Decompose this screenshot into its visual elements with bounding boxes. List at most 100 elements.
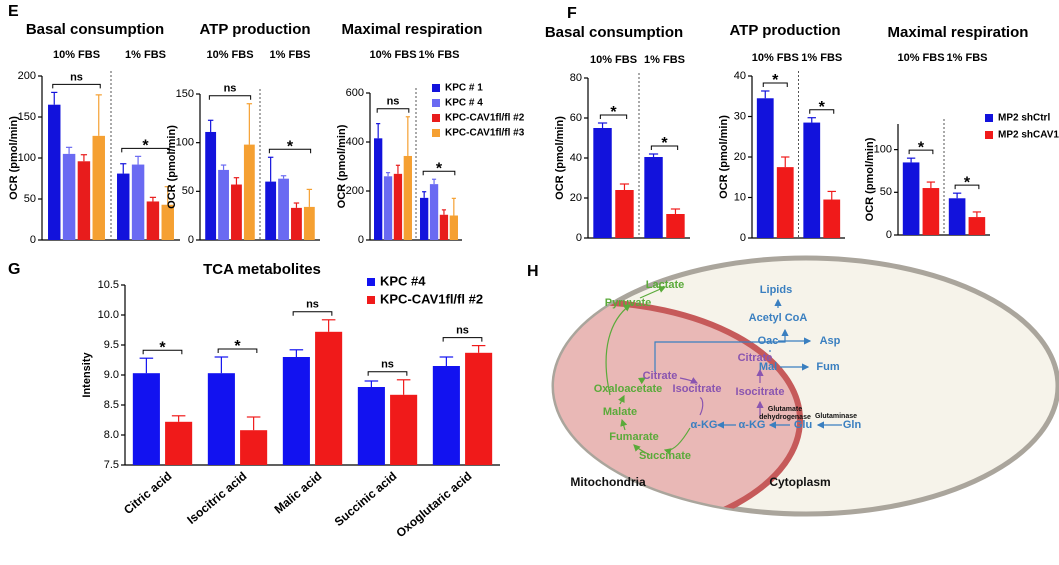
y-tick-label: 100 [176, 137, 194, 149]
category-label: 10% FBS [369, 49, 416, 61]
bar [218, 169, 229, 240]
y-tick-label: 7.5 [104, 459, 119, 471]
y-tick-label: 0 [886, 229, 892, 241]
significance-bracket [442, 337, 483, 342]
legend-swatch [432, 114, 440, 122]
significance-label: * [610, 104, 617, 121]
significance-label: * [819, 99, 826, 116]
legend-label: MP2 shCtrl [998, 113, 1050, 124]
significance-bracket [376, 108, 410, 113]
category-label: 1% FBS [644, 54, 685, 66]
node-label: Isocitrate [673, 383, 722, 395]
significance-label: * [436, 160, 443, 177]
y-tick-label: 10.5 [98, 279, 119, 291]
y-axis-label: OCR (pmol/min) [166, 125, 178, 209]
node-label: α-KG [691, 419, 718, 431]
significance-label: ns [387, 96, 400, 108]
y-tick-label: 200 [346, 185, 364, 197]
chart-title: Basal consumption [545, 24, 683, 41]
bar [92, 135, 105, 240]
chart-title: Basal consumption [26, 21, 164, 38]
legend-swatch [985, 131, 993, 139]
y-tick-label: 50 [182, 185, 194, 197]
y-tick-label: 60 [570, 112, 582, 124]
y-tick-label: 50 [880, 186, 892, 198]
arrow [620, 418, 628, 431]
significance-bracket [268, 148, 312, 154]
panel-label: H [527, 263, 539, 280]
significance-bracket [121, 147, 170, 153]
bar [146, 201, 160, 240]
legend-label: KPC # 1 [445, 83, 483, 94]
significance-label: ns [70, 71, 83, 83]
y-axis-label: OCR (pmol/min) [8, 116, 20, 200]
legend-swatch [985, 114, 993, 122]
y-axis-label: OCR (pmol/min) [864, 137, 876, 221]
bar [393, 173, 403, 240]
bar [265, 181, 277, 240]
node-label: Asp [820, 335, 841, 347]
bar [922, 188, 940, 235]
significance-bracket [908, 149, 934, 155]
category-label: 10% FBS [752, 52, 799, 64]
significance-label: * [964, 174, 971, 191]
bar [756, 98, 774, 239]
significance-bracket [292, 311, 333, 316]
legend-label: KPC-CAV1fl/fl #3 [445, 128, 525, 139]
node-label: Fum [816, 361, 839, 373]
y-tick-label: 40 [734, 70, 746, 82]
y-tick-label: 80 [570, 72, 582, 84]
category-label: Succinic acid [332, 469, 400, 529]
bar [207, 373, 235, 465]
category-label: 1% FBS [801, 52, 842, 64]
significance-label: * [287, 138, 294, 155]
bar [439, 214, 449, 240]
significance-bracket [762, 82, 788, 87]
y-tick-label: 10 [734, 191, 746, 203]
arrow [699, 397, 704, 416]
y-tick-label: 30 [734, 110, 746, 122]
node-label: Glu [794, 419, 812, 431]
legend-label: KPC #4 [380, 273, 426, 288]
bar [776, 167, 794, 238]
category-label: 10% FBS [897, 52, 944, 64]
bar [390, 394, 418, 465]
node-label: α-KG [739, 419, 766, 431]
chart-title: ATP production [729, 22, 840, 39]
legend-swatch [367, 278, 375, 286]
y-tick-label: 0 [30, 234, 36, 246]
bar [205, 131, 217, 240]
y-tick-label: 0 [358, 234, 364, 246]
y-tick-label: 40 [570, 152, 582, 164]
y-tick-label: 600 [346, 87, 364, 99]
y-tick-label: 10.0 [98, 309, 119, 321]
y-axis-label: OCR (pmol/min) [554, 116, 566, 200]
arrow [633, 444, 651, 456]
bar [429, 184, 439, 240]
bar [449, 215, 458, 240]
category-label: 1% FBS [419, 49, 460, 61]
category-label: 10% FBS [206, 49, 253, 61]
y-tick-label: 9.0 [104, 369, 119, 381]
bar [666, 214, 685, 238]
legend-label: MP2 shCAV1 [998, 130, 1059, 141]
legend-swatch [367, 296, 375, 304]
y-tick-label: 20 [734, 151, 746, 163]
y-tick-label: 400 [346, 136, 364, 148]
arrow [654, 328, 789, 372]
bar [161, 204, 174, 240]
significance-label: ns [306, 299, 319, 311]
arrow [679, 377, 699, 384]
category-label: Oxoglutaric acid [393, 469, 474, 540]
bar [62, 153, 76, 240]
category-label: Isocitric acid [184, 469, 249, 527]
node-label: Isocitrate [736, 386, 785, 398]
bar [823, 199, 841, 238]
legend-label: KPC-CAV1fl/fl #2 [380, 291, 483, 306]
bar [420, 197, 429, 240]
significance-bracket [809, 109, 835, 114]
category-label: 10% FBS [590, 54, 637, 66]
y-tick-label: 20 [570, 192, 582, 204]
y-tick-label: 0 [576, 232, 582, 244]
bar [77, 161, 91, 240]
